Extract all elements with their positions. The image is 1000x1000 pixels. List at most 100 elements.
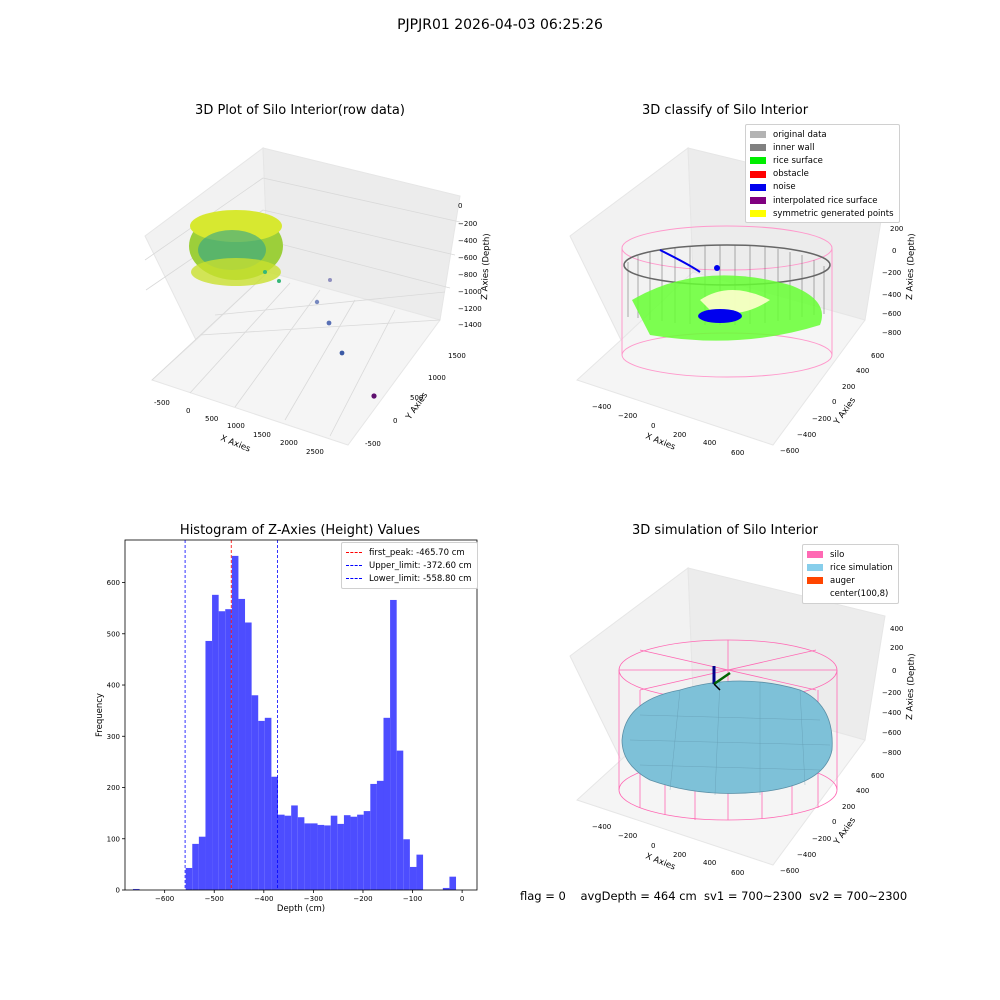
y-tick: -500 xyxy=(365,440,381,448)
legend-swatch xyxy=(750,210,766,218)
y-tick: 400 xyxy=(856,367,869,375)
z-tick: 0 xyxy=(458,202,462,210)
auger-axis-y xyxy=(713,671,731,686)
noise-points xyxy=(714,265,720,271)
histogram-bar xyxy=(357,814,364,890)
y-tick: −200 xyxy=(812,415,831,423)
z-axis-label: Z Axies (Depth) xyxy=(905,233,917,300)
legend-item: center(100,8) xyxy=(807,588,893,601)
histogram-bar xyxy=(251,695,259,890)
z-tick: −1000 xyxy=(458,288,482,296)
x-tick: 0 xyxy=(651,422,655,430)
y-tick-label: 300 xyxy=(107,733,120,741)
x-tick: −200 xyxy=(618,832,637,840)
y-tick: 0 xyxy=(832,818,836,826)
z-axis-label: Z Axies (Depth) xyxy=(480,233,492,300)
histogram-bar xyxy=(198,836,206,890)
y-tick: −600 xyxy=(780,867,799,875)
symmetric-generated-points xyxy=(700,290,770,314)
z-tick: −200 xyxy=(882,689,901,697)
histogram-bar xyxy=(284,815,292,890)
x-axis-label: X Axies xyxy=(219,434,252,455)
legend-label: center(100,8) xyxy=(830,589,889,600)
z-tick: −800 xyxy=(458,271,477,279)
legend-label: Lower_limit: -558.80 cm xyxy=(369,573,472,584)
histogram-legend: first_peak: -465.70 cm Upper_limit: -372… xyxy=(341,542,478,589)
x-tick: 1000 xyxy=(227,422,245,430)
histogram-bar xyxy=(383,717,391,890)
y-tick-label: 500 xyxy=(107,630,120,638)
y-tick: −200 xyxy=(812,835,831,843)
histogram-bar xyxy=(403,839,410,890)
legend-item: auger xyxy=(807,574,893,587)
y-tick-label: 200 xyxy=(107,784,120,792)
y-tick: 0 xyxy=(832,398,836,406)
x-tick-label: 0 xyxy=(460,895,464,903)
histogram-bar xyxy=(416,854,424,890)
simulation-legend: silo rice simulation auger center(100,8) xyxy=(802,544,899,604)
x-tick-label: −300 xyxy=(304,895,323,903)
legend-item: interpolated rice surface xyxy=(750,194,894,207)
x-axis-label: Depth (cm) xyxy=(277,904,325,914)
histogram-bar xyxy=(212,594,219,890)
x-tick: 1500 xyxy=(253,431,271,439)
y-tick: −600 xyxy=(780,447,799,455)
outlier-point xyxy=(371,393,377,399)
histogram-bar xyxy=(297,817,305,890)
x-tick: -500 xyxy=(154,399,170,407)
histogram-bar xyxy=(343,815,351,890)
legend-swatch xyxy=(807,577,823,585)
x-tick: 0 xyxy=(651,842,655,850)
x-tick-label: −600 xyxy=(155,895,174,903)
histogram-bar xyxy=(449,876,457,890)
status-footer: flag = 0 avgDepth = 464 cm sv1 = 700~230… xyxy=(520,889,908,903)
x-tick: −400 xyxy=(592,403,611,411)
outlier-point xyxy=(339,350,345,356)
legend-swatch xyxy=(750,170,766,178)
x-tick: 200 xyxy=(673,431,686,439)
histogram-bar xyxy=(277,814,285,890)
legend-label: obstacle xyxy=(773,169,809,180)
z-axis-label: Z Axies (Depth) xyxy=(905,653,917,720)
y-tick: 0 xyxy=(393,417,397,425)
z-tick: −600 xyxy=(882,310,901,318)
y-axis-label: Frequency xyxy=(95,693,105,737)
x-tick: 400 xyxy=(703,859,716,867)
legend-label: inner wall xyxy=(773,142,815,153)
sim-plot-title: 3D simulation of Silo Interior xyxy=(632,523,818,538)
z-tick: −200 xyxy=(458,220,477,228)
histogram-bar xyxy=(396,750,404,890)
legend-line xyxy=(346,565,362,567)
histogram-bar xyxy=(231,555,239,890)
classify-legend: original data inner wall rice surface ob… xyxy=(745,124,900,224)
histogram-bar xyxy=(291,805,298,890)
x-tick: 0 xyxy=(186,407,190,415)
legend-item: symmetric generated points xyxy=(750,207,894,220)
outlier-point xyxy=(326,320,332,326)
legend-label: Upper_limit: -372.60 cm xyxy=(369,560,472,571)
noise-points xyxy=(659,249,701,273)
histogram-bar xyxy=(442,887,450,890)
histogram-reference-lines xyxy=(184,540,278,890)
silo-point-cloud-bottom xyxy=(191,258,281,286)
classify-3d-plot: −400 −200 0 200 400 600 −600 −400 −200 0… xyxy=(569,147,917,457)
legend-item: original data xyxy=(750,128,894,141)
legend-item: obstacle xyxy=(750,168,894,181)
legend-line xyxy=(346,552,362,554)
plot-frame xyxy=(124,539,478,891)
legend-item: noise xyxy=(750,181,894,194)
legend-swatch xyxy=(807,590,823,598)
histogram-bar xyxy=(218,611,226,890)
histogram-bar xyxy=(192,843,199,890)
z-tick: 400 xyxy=(890,625,903,633)
histogram-title: Histogram of Z-Axies (Height) Values xyxy=(179,523,421,538)
legend-label: interpolated rice surface xyxy=(773,195,878,206)
y-tick: 200 xyxy=(842,803,855,811)
x-tick: 400 xyxy=(703,439,716,447)
z-tick: −400 xyxy=(882,709,901,717)
z-tick: −1400 xyxy=(458,321,482,329)
histogram-bar xyxy=(225,609,232,890)
z-tick: 0 xyxy=(892,247,896,255)
histogram-bar xyxy=(258,720,265,890)
legend-swatch xyxy=(807,564,823,572)
